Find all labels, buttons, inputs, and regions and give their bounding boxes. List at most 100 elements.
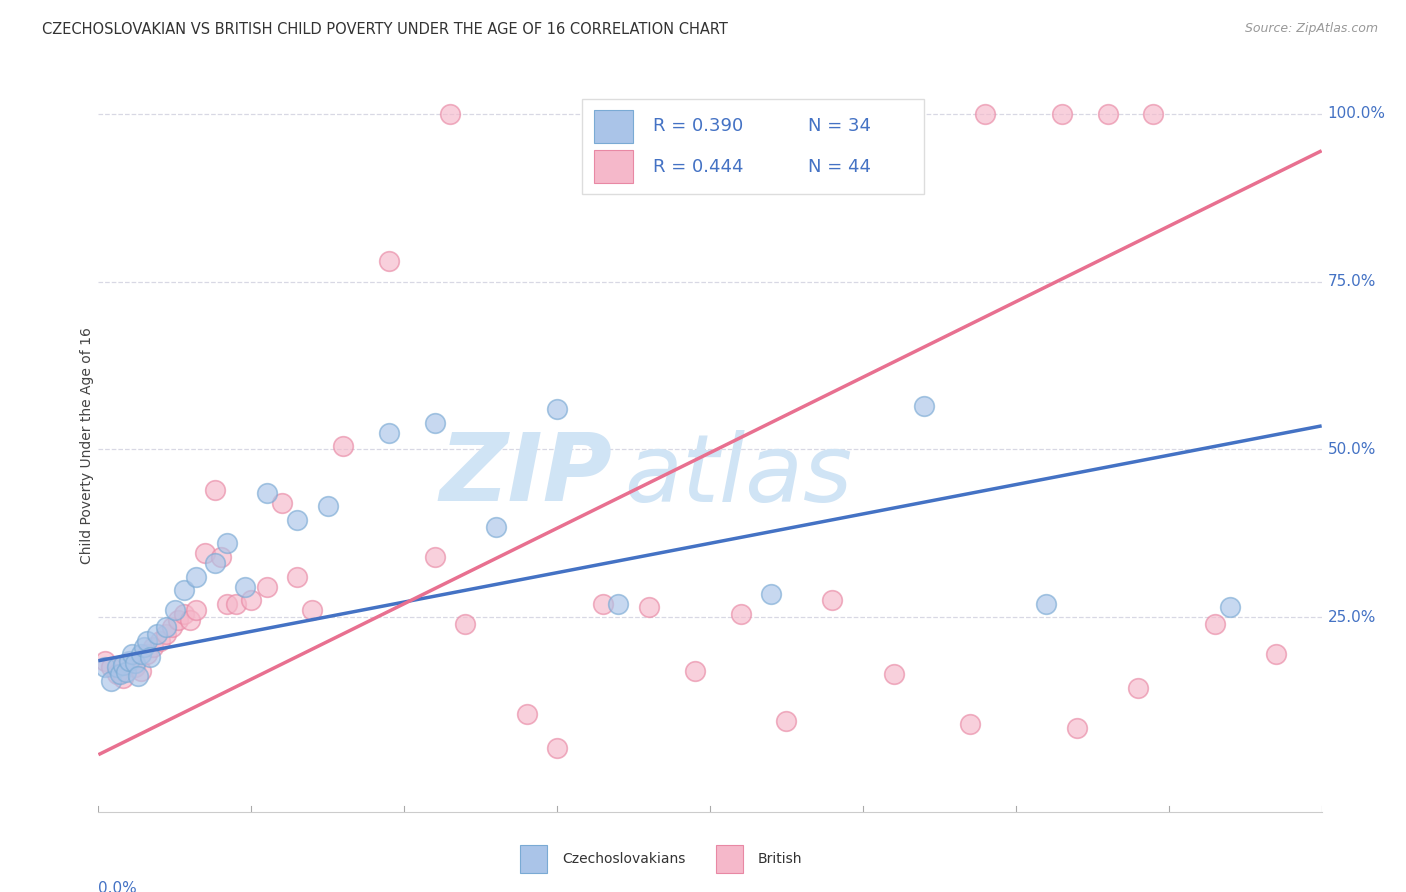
- Point: [546, 741, 568, 756]
- Point: [439, 107, 461, 121]
- Point: [546, 402, 568, 417]
- Point: [316, 500, 339, 514]
- FancyBboxPatch shape: [716, 846, 742, 873]
- Point: [105, 667, 128, 681]
- Text: N = 34: N = 34: [808, 118, 870, 136]
- Point: [129, 647, 152, 661]
- Point: [209, 549, 232, 564]
- Point: [759, 587, 782, 601]
- Point: [134, 640, 156, 655]
- Text: 0.0%: 0.0%: [98, 881, 138, 892]
- Point: [160, 620, 183, 634]
- Text: ZIP: ZIP: [439, 429, 612, 521]
- Point: [118, 654, 141, 668]
- Point: [592, 597, 614, 611]
- Text: N = 44: N = 44: [808, 158, 870, 176]
- Point: [127, 669, 149, 683]
- Point: [378, 254, 401, 268]
- Point: [637, 600, 661, 615]
- Point: [136, 633, 159, 648]
- Point: [1050, 107, 1073, 121]
- Point: [149, 633, 172, 648]
- Point: [167, 614, 190, 628]
- Point: [256, 486, 278, 500]
- FancyBboxPatch shape: [593, 110, 633, 143]
- Point: [730, 607, 752, 621]
- Text: 50.0%: 50.0%: [1327, 442, 1376, 457]
- Point: [225, 597, 247, 611]
- Text: CZECHOSLOVAKIAN VS BRITISH CHILD POVERTY UNDER THE AGE OF 16 CORRELATION CHART: CZECHOSLOVAKIAN VS BRITISH CHILD POVERTY…: [42, 22, 728, 37]
- Text: 25.0%: 25.0%: [1327, 609, 1376, 624]
- Point: [173, 583, 195, 598]
- Point: [121, 647, 143, 661]
- Point: [1066, 721, 1088, 735]
- Point: [204, 557, 226, 571]
- Point: [1035, 597, 1057, 611]
- Text: 75.0%: 75.0%: [1327, 274, 1376, 289]
- Point: [194, 546, 217, 560]
- Point: [974, 107, 997, 121]
- Point: [215, 597, 238, 611]
- Point: [173, 607, 195, 621]
- Point: [111, 658, 134, 673]
- Point: [454, 616, 477, 631]
- Point: [136, 647, 159, 661]
- Text: atlas: atlas: [624, 430, 852, 521]
- Point: [775, 714, 797, 728]
- Text: British: British: [758, 852, 803, 866]
- Point: [111, 671, 134, 685]
- Point: [139, 650, 162, 665]
- Point: [270, 496, 292, 510]
- FancyBboxPatch shape: [593, 150, 633, 183]
- Point: [124, 660, 146, 674]
- Point: [423, 416, 446, 430]
- Text: R = 0.444: R = 0.444: [652, 158, 742, 176]
- Point: [1219, 600, 1241, 615]
- Point: [145, 627, 167, 641]
- Point: [100, 660, 122, 674]
- Point: [378, 425, 401, 440]
- Point: [516, 707, 538, 722]
- FancyBboxPatch shape: [582, 99, 924, 194]
- Point: [105, 660, 128, 674]
- Point: [683, 664, 706, 678]
- Text: 100.0%: 100.0%: [1327, 106, 1386, 121]
- Point: [233, 580, 256, 594]
- Point: [285, 570, 308, 584]
- Point: [108, 667, 131, 681]
- Point: [912, 399, 935, 413]
- Point: [142, 640, 165, 655]
- Point: [959, 717, 981, 731]
- Point: [1142, 107, 1164, 121]
- Point: [1204, 616, 1226, 631]
- Point: [1128, 681, 1150, 695]
- Point: [301, 603, 323, 617]
- Point: [155, 627, 177, 641]
- Point: [1097, 107, 1119, 121]
- Y-axis label: Child Poverty Under the Age of 16: Child Poverty Under the Age of 16: [80, 327, 94, 565]
- Point: [163, 603, 186, 617]
- Text: Source: ZipAtlas.com: Source: ZipAtlas.com: [1244, 22, 1378, 36]
- Point: [332, 439, 354, 453]
- Text: Czechoslovakians: Czechoslovakians: [562, 852, 685, 866]
- Point: [155, 620, 177, 634]
- Point: [93, 660, 115, 674]
- Point: [821, 593, 844, 607]
- Point: [215, 536, 238, 550]
- Point: [115, 665, 138, 680]
- Point: [186, 570, 208, 584]
- Point: [1264, 647, 1286, 661]
- Point: [485, 519, 508, 533]
- Point: [607, 597, 630, 611]
- Point: [285, 513, 308, 527]
- Point: [118, 657, 141, 671]
- Text: R = 0.390: R = 0.390: [652, 118, 742, 136]
- Point: [423, 549, 446, 564]
- Point: [129, 664, 152, 678]
- Point: [179, 614, 201, 628]
- Point: [124, 656, 146, 670]
- Point: [240, 593, 263, 607]
- Point: [256, 580, 278, 594]
- Point: [93, 654, 115, 668]
- Point: [883, 667, 905, 681]
